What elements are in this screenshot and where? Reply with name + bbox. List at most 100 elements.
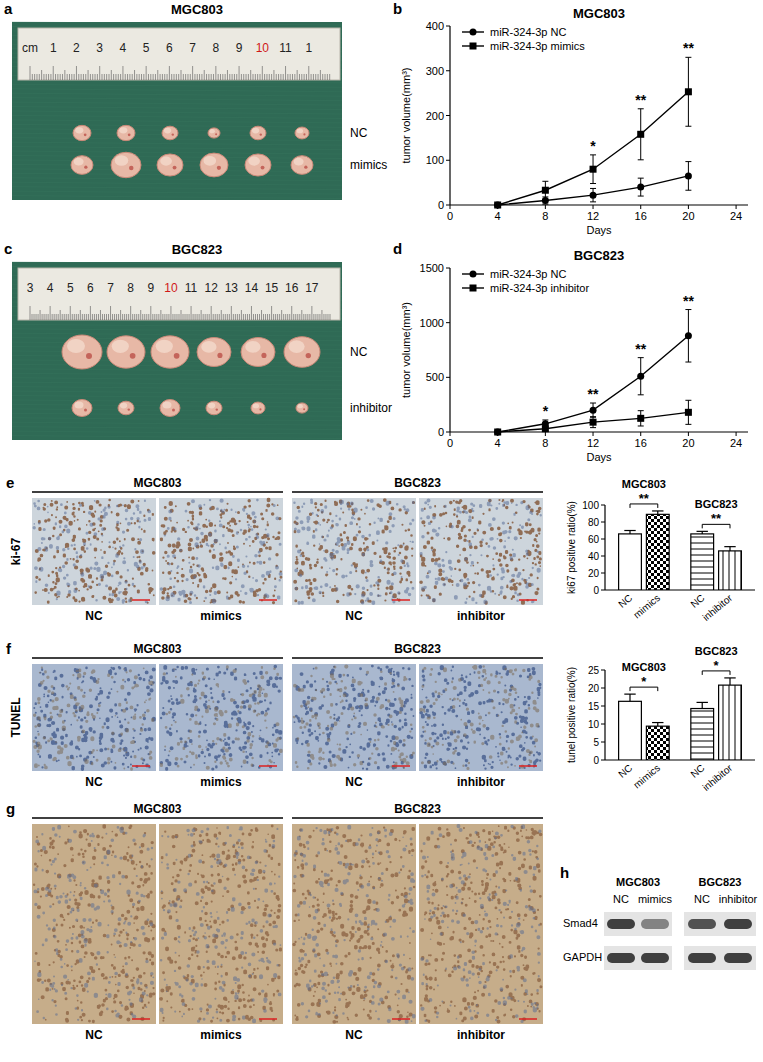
micrograph <box>419 664 543 771</box>
ruler-tick <box>303 314 304 320</box>
error-bar <box>697 531 708 534</box>
group-label: BGC823 <box>695 498 738 510</box>
ruler-tick <box>120 74 121 80</box>
ruler-tick <box>148 314 149 320</box>
significance: ** <box>711 511 722 526</box>
ruler-tick <box>271 74 272 80</box>
ruler-tick <box>327 74 328 80</box>
y-tick <box>601 522 605 523</box>
ruler-tick <box>322 74 323 80</box>
error-cap <box>638 196 644 197</box>
ruler-tick <box>329 74 330 80</box>
tumor-highlight <box>245 341 260 353</box>
significance: ** <box>683 293 694 309</box>
legend-marker <box>470 43 477 50</box>
error-bar <box>590 417 596 428</box>
ruler-tick <box>46 74 47 80</box>
point <box>494 202 501 209</box>
significance: * <box>641 674 647 689</box>
ruler-label: 7 <box>107 281 114 295</box>
error-bar <box>724 547 735 551</box>
ruler-tick <box>289 314 290 320</box>
tumor-highlight <box>160 157 172 166</box>
ruler-tick <box>125 74 126 80</box>
ruler-tick <box>143 74 144 80</box>
error-bar <box>652 723 663 727</box>
image-label: mimics <box>200 1028 242 1042</box>
cloth-texture <box>12 324 342 327</box>
ruler-tick <box>218 74 219 80</box>
ruler-tick <box>308 66 309 80</box>
tumor-vessel <box>172 133 174 135</box>
ruler-tick <box>70 306 71 320</box>
ruler-tick <box>222 74 223 80</box>
tumor <box>111 152 141 178</box>
tumor <box>250 126 266 140</box>
ruler-tick <box>152 314 153 320</box>
ruler-tick <box>278 74 279 80</box>
tumor-highlight <box>204 156 217 166</box>
tumor-vessel <box>84 133 87 136</box>
y-tick-label: 60 <box>588 534 600 545</box>
ruler-tick <box>290 74 291 80</box>
panel-letter: b <box>393 0 402 17</box>
ruler-tick <box>164 74 165 80</box>
y-tick-label: 0 <box>438 426 444 438</box>
ruler-tick <box>174 314 175 320</box>
x-axis-label: Days <box>586 224 612 236</box>
y-tick <box>446 26 450 27</box>
cloth-texture <box>12 378 342 381</box>
error-bar <box>685 400 691 424</box>
cell-nuclei <box>33 667 155 771</box>
ruler-label: 11 <box>279 41 292 55</box>
error-cap <box>638 108 644 109</box>
ruler-tick <box>50 74 51 80</box>
cell-nuclei <box>293 665 415 770</box>
y-axis-label: ki67 positive ratio(%) <box>566 501 577 594</box>
ruler-tick <box>306 74 307 80</box>
ruler-tick <box>189 314 190 320</box>
cloth-texture <box>12 333 342 336</box>
ruler-tick <box>325 74 326 80</box>
error-bar <box>624 694 635 701</box>
ruler-tick <box>243 74 244 80</box>
ruler-tick <box>88 70 89 80</box>
cloth-texture <box>12 187 342 190</box>
ruler-tick <box>287 314 288 320</box>
ruler-tick <box>327 314 328 320</box>
ruler-tick <box>232 74 233 80</box>
ruler-tick <box>108 74 109 80</box>
error-cap <box>590 183 596 184</box>
cell-nuclei <box>420 499 542 605</box>
ruler-tick <box>261 310 262 320</box>
legend-label: miR-324-3p NC <box>490 268 566 280</box>
cell-nuclei <box>160 499 283 604</box>
cell-nuclei <box>34 825 155 1021</box>
ruler-tick <box>110 306 111 320</box>
x-tick-label: 24 <box>730 437 742 449</box>
ruler-tick <box>315 74 316 80</box>
ruler-tick <box>36 314 37 320</box>
ruler-tick <box>191 306 192 320</box>
y-tick <box>446 268 450 269</box>
x-tick-label: 20 <box>682 437 694 449</box>
y-tick-label: 300 <box>426 65 444 77</box>
ruler-tick <box>273 314 274 320</box>
ruler-tick <box>265 314 266 320</box>
ruler-tick <box>156 314 157 320</box>
legend-label: miR-324-3p mimics <box>490 40 585 52</box>
ruler-label: 9 <box>236 41 243 55</box>
ruler-tick <box>220 74 221 80</box>
error-line <box>629 694 630 701</box>
ruler-tick <box>205 314 206 320</box>
tumor-vessel <box>216 408 218 410</box>
x-tick-label: 16 <box>635 437 647 449</box>
ruler-tick <box>144 314 145 320</box>
y-tick <box>601 670 605 671</box>
series-line <box>498 92 689 205</box>
x-tick <box>736 432 737 436</box>
ruler-tick <box>155 74 156 80</box>
figure: aMGC803cm12345678910111NCmimicscBGC82334… <box>0 0 763 1062</box>
ruler-tick <box>102 314 103 320</box>
ruler-tick <box>190 74 191 80</box>
